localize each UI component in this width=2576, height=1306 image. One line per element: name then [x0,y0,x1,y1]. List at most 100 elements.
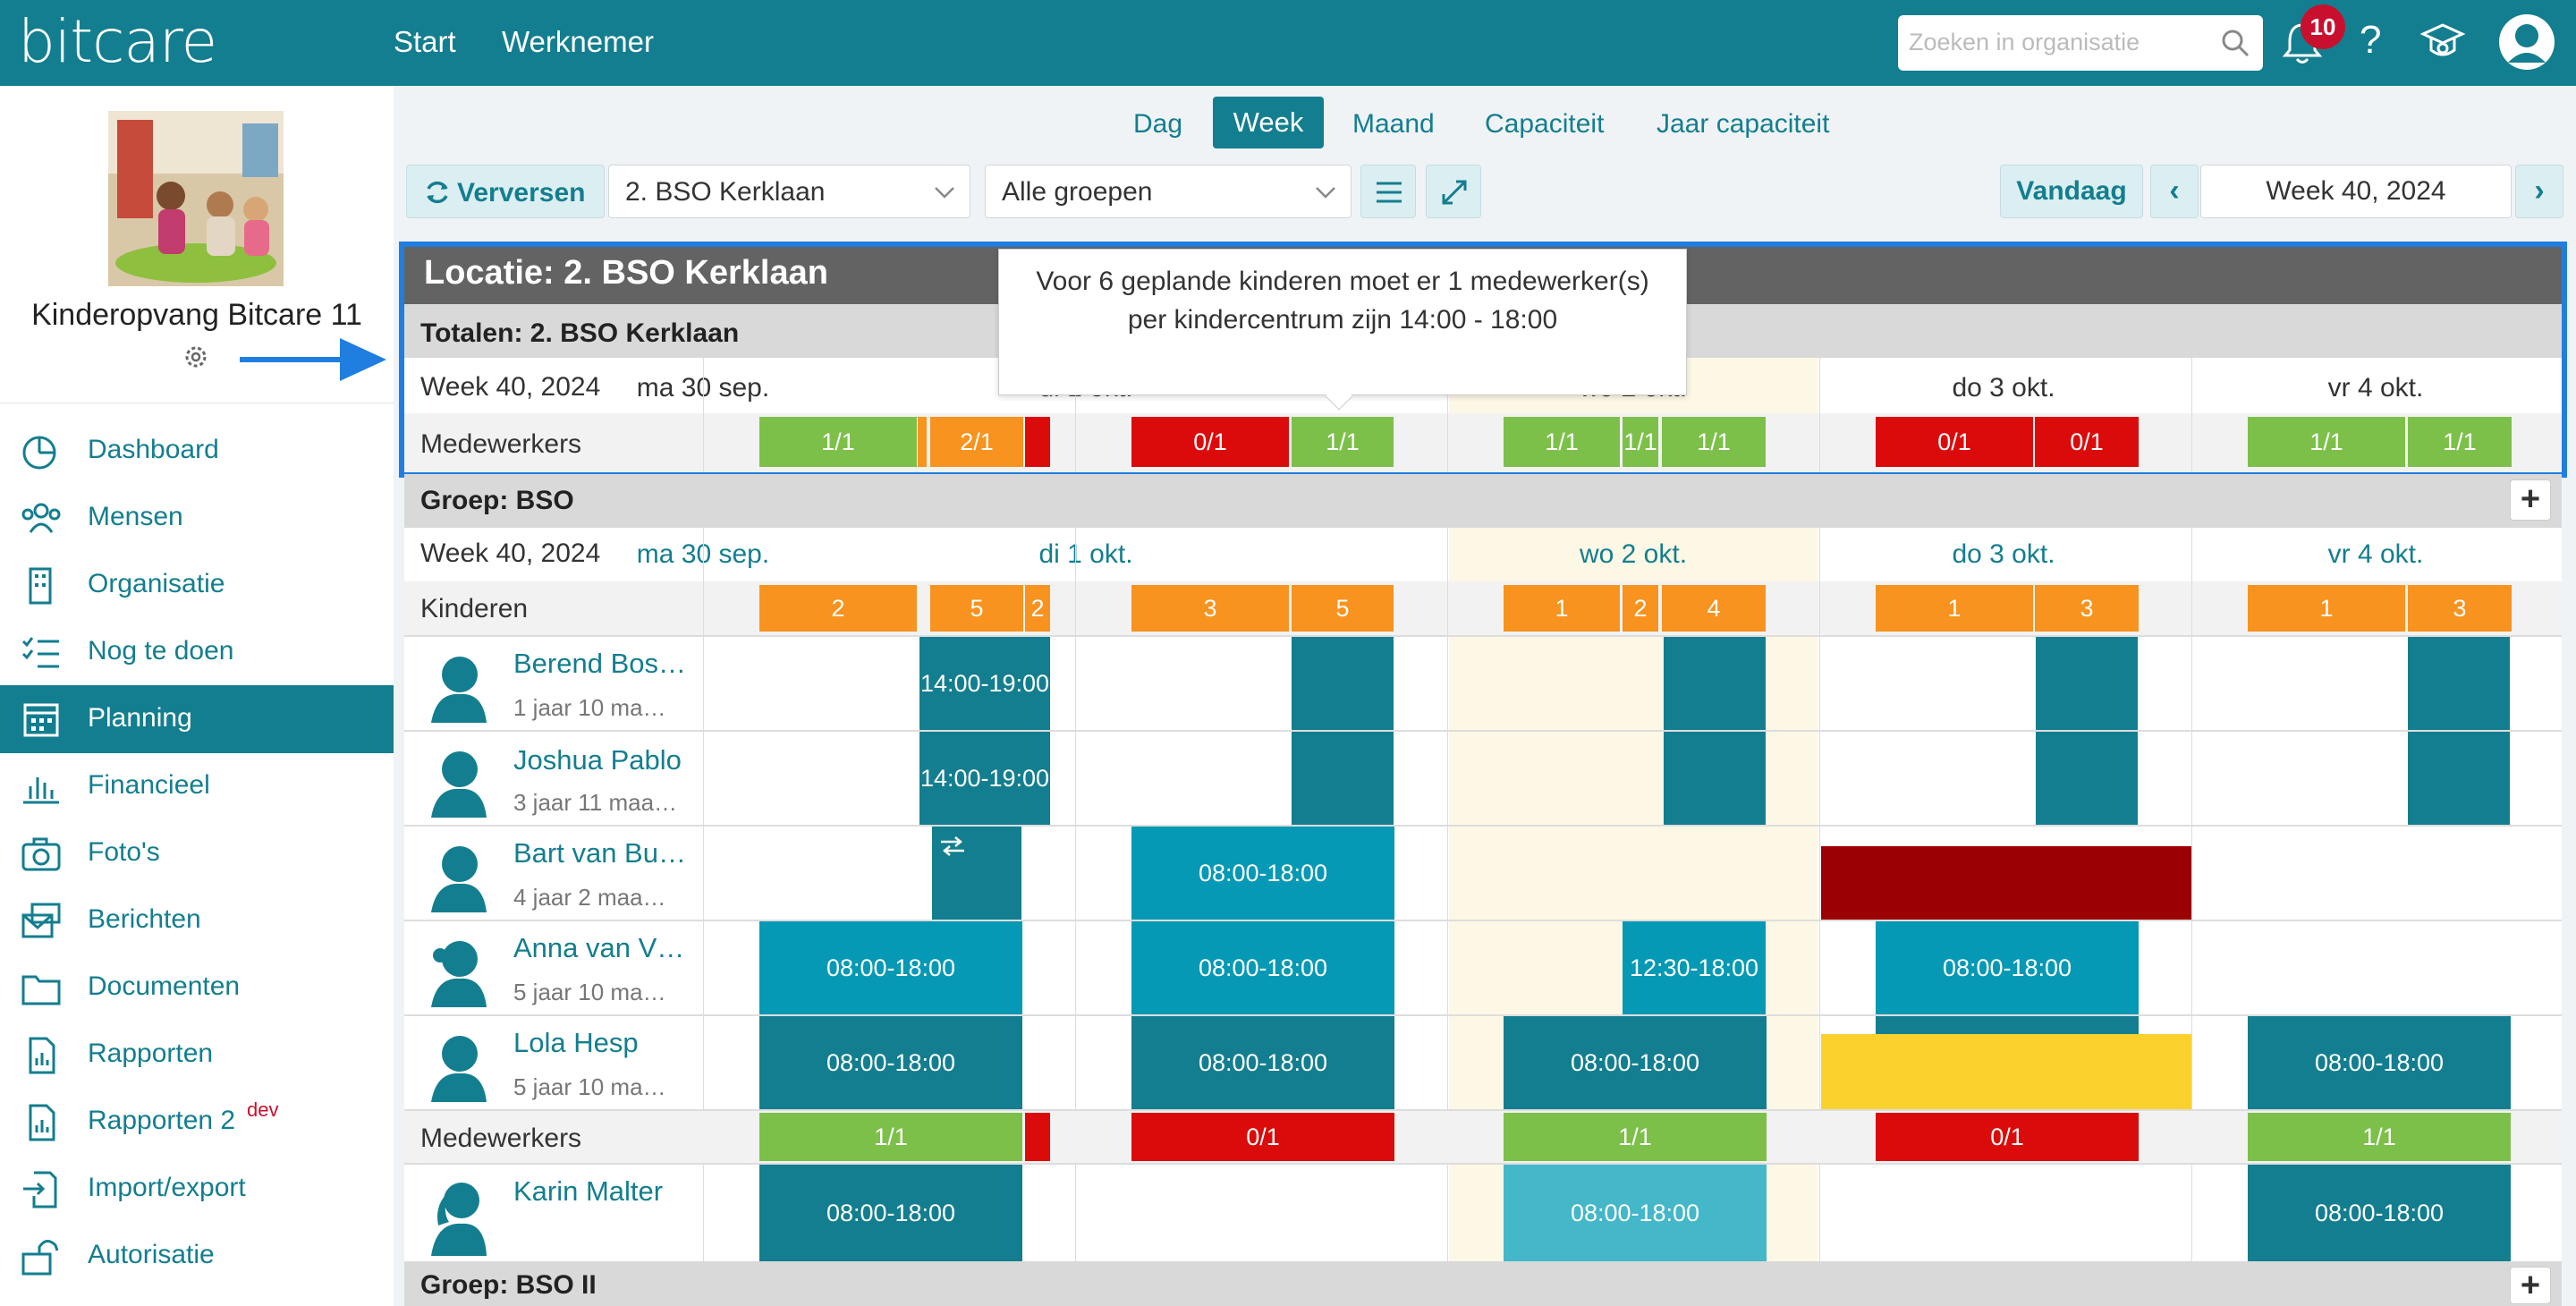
prev-week-button[interactable]: ‹ [2150,165,2199,218]
week-display[interactable]: Week 40, 2024 [2200,165,2512,218]
schedule-block[interactable] [2408,732,2510,825]
search-input[interactable]: Zoeken in organisatie [1898,15,2263,71]
sidebar-item-import-export[interactable]: Import/export [0,1155,394,1223]
children-count[interactable]: 2 [1025,585,1050,632]
sidebar-item-rapporten-2[interactable]: Rapporten 2 dev [0,1088,394,1156]
schedule-block[interactable] [932,827,1021,920]
add-button[interactable]: + [2510,1267,2551,1304]
schedule-block[interactable] [2036,732,2138,825]
children-count[interactable]: 1 [2248,585,2405,632]
staff-ratio[interactable]: 1/1 [759,1113,1022,1161]
employee-name[interactable]: Karin Malter [513,1175,664,1207]
day-header[interactable]: wo 2 okt. [1579,539,1688,569]
staff-ratio[interactable]: 0/1 [2035,417,2139,467]
group-select[interactable]: Alle groepen [985,165,1352,218]
tab-jaar-capaciteit[interactable]: Jaar capaciteit [1657,109,1830,139]
child-name[interactable]: Bart van Bu… [513,837,686,869]
sidebar-item-documenten[interactable]: Documenten [0,954,394,1022]
schedule-block[interactable] [1664,732,1766,825]
staff-ratio[interactable]: 1/1 [1504,1113,1767,1161]
children-count[interactable]: 3 [1131,585,1289,632]
staff-ratio[interactable]: 0/1 [1876,1113,2139,1161]
tab-capaciteit[interactable]: Capaciteit [1485,109,1605,139]
next-week-button[interactable]: › [2515,165,2563,218]
schedule-block[interactable]: 14:00-19:00 [919,637,1050,730]
child-name[interactable]: Lola Hesp [513,1027,639,1058]
schedule-block[interactable]: 12:30-18:00 [1623,921,1766,1014]
sidebar-item-rapporten[interactable]: Rapporten [0,1021,394,1089]
sidebar-item-organisatie[interactable]: Organisatie [0,551,394,619]
schedule-block[interactable]: 08:00-18:00 [759,1016,1022,1109]
schedule-block[interactable]: 08:00-18:00 [1504,1165,1767,1261]
children-count[interactable]: 2 [759,585,917,632]
staff-ratio-bar[interactable] [1025,417,1050,467]
sidebar-item-mensen[interactable]: Mensen [0,484,394,552]
children-count[interactable]: 3 [2408,585,2512,632]
staff-ratio[interactable]: 1/1 [1504,417,1620,467]
schedule-block[interactable]: 08:00-18:00 [1504,1016,1767,1109]
children-count[interactable]: 4 [1662,585,1766,632]
sidebar-item-fotos[interactable]: Foto's [0,819,394,887]
staff-ratio[interactable]: 1/1 [1623,417,1658,467]
schedule-block[interactable] [2408,637,2510,730]
schedule-block[interactable]: 08:00-18:00 [2248,1165,2511,1261]
refresh-button[interactable]: Verversen [406,165,605,218]
nav-start[interactable]: Start [394,25,456,58]
staff-ratio[interactable]: 0/1 [1131,417,1289,467]
staff-ratio[interactable]: 1/1 [2248,417,2405,467]
staff-ratio[interactable]: 1/1 [759,417,917,467]
children-count[interactable]: 3 [2035,585,2139,632]
gear-icon[interactable] [182,343,210,371]
schedule-block[interactable] [1292,732,1394,825]
schedule-block[interactable]: 08:00-18:00 [1131,1016,1394,1109]
children-count[interactable]: 1 [1876,585,2033,632]
expand-button[interactable] [1426,165,1481,218]
schedule-block[interactable]: 08:00-18:00 [1131,827,1394,920]
schedule-block[interactable]: 08:00-18:00 [759,921,1022,1014]
search-icon[interactable] [2220,28,2250,58]
schedule-block[interactable] [1664,637,1766,730]
user-avatar-icon[interactable] [2497,13,2556,72]
day-header[interactable]: do 3 okt. [1952,539,2055,569]
schedule-block[interactable] [1876,1016,2139,1034]
sidebar-item-autorisatie[interactable]: Autorisatie [0,1222,394,1290]
sidebar-item-nog-te-doen[interactable]: Nog te doen [0,618,394,686]
list-view-button[interactable] [1360,165,1416,218]
staff-ratio[interactable]: 0/1 [1876,417,2033,467]
schedule-block[interactable] [1292,637,1394,730]
children-count[interactable]: 2 [1623,585,1658,632]
tab-week[interactable]: Week [1213,97,1324,148]
staff-ratio[interactable]: 0/1 [1131,1113,1394,1161]
sidebar-item-berichten[interactable]: Berichten [0,886,394,954]
day-header[interactable]: vr 4 okt. [2327,539,2424,569]
absence-block[interactable] [1821,846,2191,920]
bitcare-logo[interactable]: bitcare [18,7,217,76]
tab-dag[interactable]: Dag [1133,109,1183,139]
today-button[interactable]: Vandaag [2000,165,2143,218]
schedule-block[interactable]: 14:00-19:00 [919,732,1050,825]
tab-maand[interactable]: Maand [1352,109,1435,139]
staff-ratio[interactable]: 1/1 [1662,417,1766,467]
schedule-block[interactable]: 08:00-18:00 [759,1165,1022,1261]
staff-ratio[interactable]: 1/1 [1292,417,1394,467]
sidebar-item-planning[interactable]: Planning [0,685,394,753]
children-count[interactable]: 5 [1292,585,1394,632]
schedule-block[interactable]: 08:00-18:00 [1131,921,1394,1014]
children-count[interactable]: 1 [1504,585,1620,632]
child-name[interactable]: Anna van V… [513,932,685,963]
day-header[interactable]: ma 30 sep. [636,539,770,569]
add-button[interactable]: + [2510,479,2551,521]
location-select[interactable]: 2. BSO Kerklaan [608,165,970,218]
staff-ratio-bar[interactable] [1025,1113,1050,1161]
nav-werknemer[interactable]: Werknemer [502,25,654,58]
staff-ratio[interactable]: 1/1 [2248,1113,2511,1161]
child-name[interactable]: Joshua Pablo [513,744,682,776]
sidebar-item-dashboard[interactable]: Dashboard [0,417,394,485]
help-icon[interactable]: ? [2360,18,2382,62]
child-name[interactable]: Berend Bos… [513,648,686,679]
children-count[interactable]: 5 [930,585,1023,632]
sidebar-item-financieel[interactable]: Financieel [0,752,394,820]
staff-ratio-bar[interactable] [918,417,927,467]
schedule-block[interactable]: 08:00-18:00 [1876,921,2139,1014]
schedule-block[interactable] [2036,637,2138,730]
